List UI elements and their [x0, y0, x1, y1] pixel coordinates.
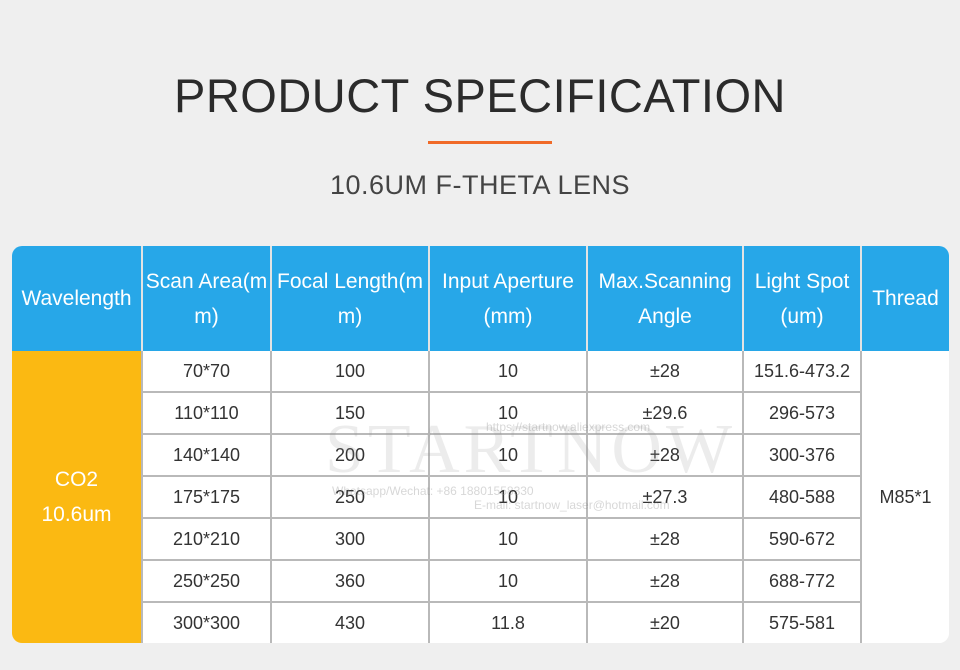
table-row: 175*175 250 10 ±27.3 480-588 — [12, 476, 949, 519]
scan-area-cell: 70*70 — [142, 351, 272, 393]
scanning-angle-cell: ±27.3 — [587, 476, 744, 519]
scanning-angle-cell: ±29.6 — [587, 392, 744, 435]
focal-length-cell: 200 — [271, 434, 430, 477]
scanning-angle-cell: ±28 — [587, 434, 744, 477]
input-aperture-cell: 10 — [429, 351, 588, 393]
scan-area-cell: 250*250 — [142, 560, 272, 603]
input-aperture-cell: 10 — [429, 518, 588, 561]
table-row: CO2 10.6um 70*70 100 10 ±28 151.6-473.2 … — [12, 351, 949, 643]
light-spot-cell: 151.6-473.2 — [743, 351, 862, 393]
light-spot-cell: 296-573 — [743, 392, 862, 435]
table-row: 250*250 360 10 ±28 688-772 — [12, 560, 949, 603]
table-row: 140*140 200 10 ±28 300-376 — [12, 434, 949, 477]
scan-area-cell: 110*110 — [142, 392, 272, 435]
scan-area-cell: 300*300 — [142, 602, 272, 643]
scanning-angle-cell: ±20 — [587, 602, 744, 643]
focal-length-cell: 430 — [271, 602, 430, 643]
header-thread: Thread — [861, 246, 949, 351]
scan-area-cell: 210*210 — [142, 518, 272, 561]
table-row: 210*210 300 10 ±28 590-672 — [12, 518, 949, 561]
input-aperture-cell: 11.8 — [429, 602, 588, 643]
scan-area-cell: 140*140 — [142, 434, 272, 477]
title-underline — [428, 141, 552, 144]
input-aperture-cell: 10 — [429, 560, 588, 603]
focal-length-cell: 100 — [271, 351, 430, 393]
focal-length-cell: 300 — [271, 518, 430, 561]
focal-length-cell: 250 — [271, 476, 430, 519]
spec-table-container: Wavelength Scan Area(mm) Focal Length(mm… — [12, 246, 949, 643]
wavelength-cell: CO2 10.6um — [12, 351, 143, 643]
light-spot-cell: 480-588 — [743, 476, 862, 519]
scan-area-cell: 175*175 — [142, 476, 272, 519]
light-spot-cell: 590-672 — [743, 518, 862, 561]
light-spot-cell: 300-376 — [743, 434, 862, 477]
focal-length-cell: 150 — [271, 392, 430, 435]
table-row: 110*110 150 10 ±29.6 296-573 — [12, 392, 949, 435]
page-title: PRODUCT SPECIFICATION — [174, 69, 786, 122]
header-input-aperture: Input Aperture (mm) — [429, 246, 588, 351]
scanning-angle-cell: ±28 — [587, 518, 744, 561]
page-subtitle: 10.6UM F-THETA LENS — [329, 170, 631, 200]
wavelength-value: 10.6um — [41, 503, 112, 526]
header-light-spot: Light Spot(um) — [743, 246, 862, 351]
input-aperture-cell: 10 — [429, 476, 588, 519]
header-max-scanning-angle: Max.Scanning Angle — [587, 246, 744, 351]
table-row: 300*300 430 11.8 ±20 575-581 — [12, 602, 949, 643]
input-aperture-cell: 10 — [429, 392, 588, 435]
input-aperture-cell: 10 — [429, 434, 588, 477]
thread-cell: M85*1 — [861, 351, 949, 643]
header-scan-area: Scan Area(mm) — [142, 246, 272, 351]
header-focal-length: Focal Length(mm) — [271, 246, 430, 351]
wavelength-gas: CO2 — [54, 468, 99, 491]
scanning-angle-cell: ±28 — [587, 560, 744, 603]
light-spot-cell: 688-772 — [743, 560, 862, 603]
header-row: Wavelength Scan Area(mm) Focal Length(mm… — [12, 246, 949, 351]
light-spot-cell: 575-581 — [743, 602, 862, 643]
scanning-angle-cell: ±28 — [587, 351, 744, 393]
spec-table: Wavelength Scan Area(mm) Focal Length(mm… — [12, 246, 949, 643]
header-wavelength: Wavelength — [12, 246, 143, 351]
focal-length-cell: 360 — [271, 560, 430, 603]
